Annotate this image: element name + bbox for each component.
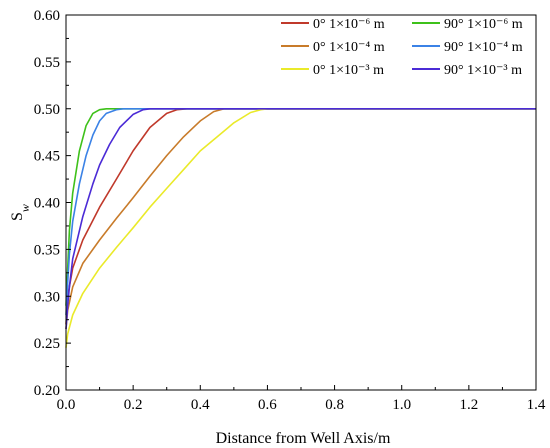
- y-tick-label: 0.40: [34, 196, 60, 212]
- legend-label: 0° 1×10⁻⁶ m: [313, 17, 385, 32]
- legend-label: 0° 1×10⁻⁴ m: [313, 40, 385, 55]
- series-line: [65, 108, 536, 330]
- x-tick-label: 0.8: [325, 397, 344, 413]
- series-line: [65, 108, 536, 330]
- y-tick-label: 0.60: [34, 8, 60, 24]
- legend-label: 90° 1×10⁻⁴ m: [444, 40, 523, 55]
- series-line: [65, 108, 536, 325]
- series-line: [65, 108, 536, 306]
- legend-label: 90° 1×10⁻⁶ m: [444, 17, 523, 32]
- x-tick-label: 0.2: [124, 397, 143, 413]
- series-line: [65, 108, 536, 348]
- legend-label: 0° 1×10⁻³ m: [313, 63, 384, 78]
- x-tick-label: 1.0: [392, 397, 411, 413]
- legend-label: 90° 1×10⁻³ m: [444, 63, 522, 78]
- y-axis-label: Sw: [9, 204, 32, 221]
- x-tick-label: 0.4: [191, 397, 210, 413]
- plot-lines: [65, 108, 536, 348]
- y-tick-label: 0.20: [34, 383, 60, 399]
- y-axis-label-subscript: w: [18, 204, 32, 212]
- x-tick-label: 0.6: [258, 397, 277, 413]
- series-line: [65, 108, 536, 316]
- y-tick-label: 0.30: [34, 289, 60, 305]
- y-tick-label: 0.25: [34, 336, 60, 352]
- y-axis-ticks: 0.20 0.25 0.30 0.35 0.40 0.45 0.50 0.55 0.60: [34, 8, 71, 399]
- y-tick-label: 0.50: [34, 102, 60, 118]
- x-tick-label: 0.0: [57, 397, 76, 413]
- x-axis-ticks: 0.0 0.2 0.4 0.6 0.8 1.0 1.2 1.4: [57, 385, 546, 413]
- x-axis-label: Distance from Well Axis/m: [216, 430, 391, 447]
- x-tick-label: 1.4: [527, 397, 546, 413]
- x-tick-label: 1.2: [459, 397, 478, 413]
- y-tick-label: 0.35: [34, 242, 60, 258]
- legend: 0° 1×10⁻⁶ m 90° 1×10⁻⁶ m 0° 1×10⁻⁴ m 90° 1×…: [281, 17, 523, 78]
- y-tick-label: 0.55: [34, 55, 60, 71]
- y-axis-label-main: S: [9, 212, 26, 221]
- y-tick-label: 0.45: [34, 149, 60, 165]
